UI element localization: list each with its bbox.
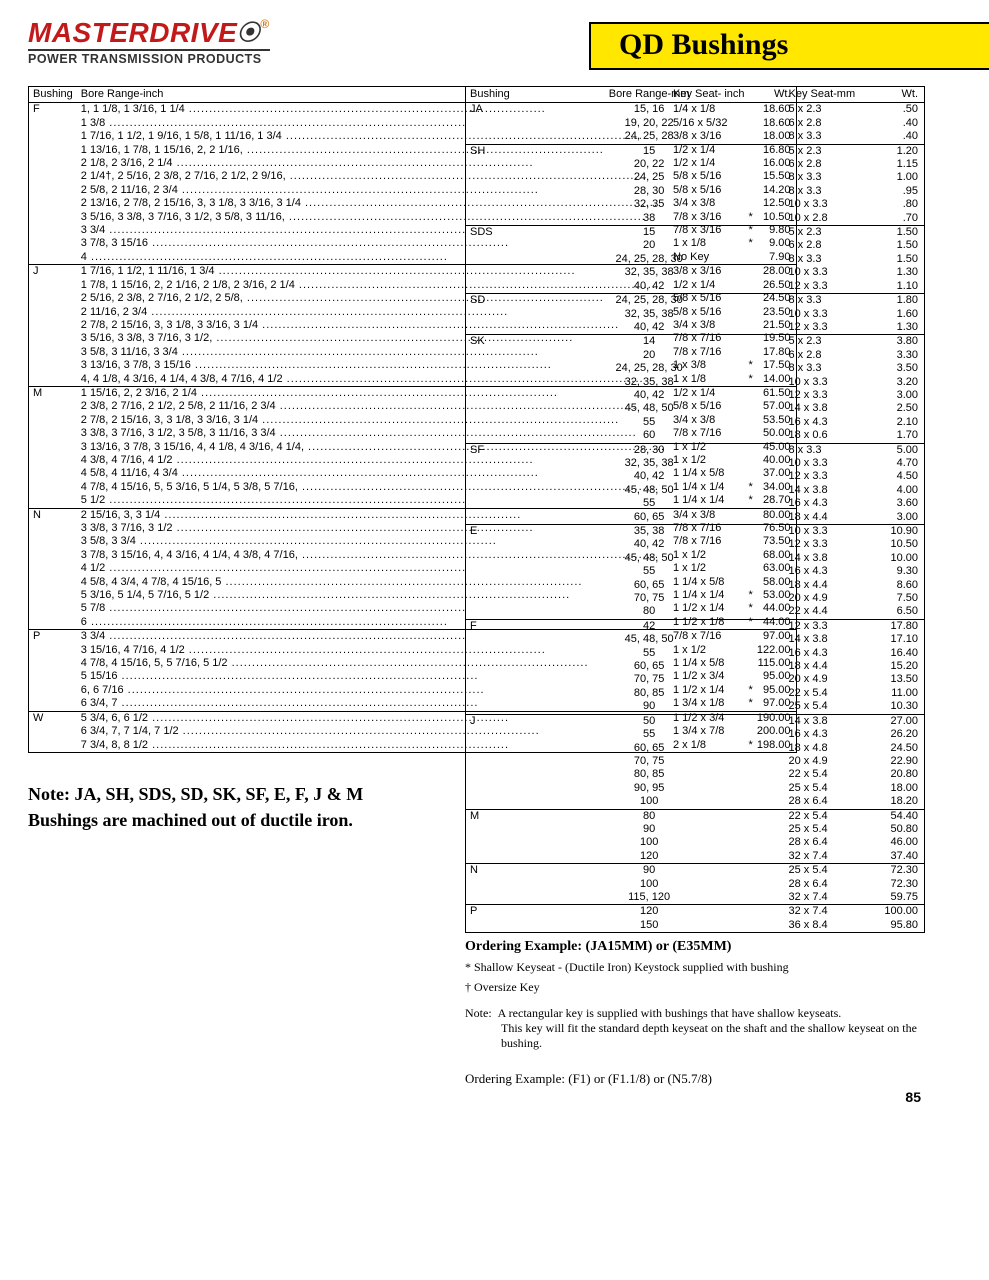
table-row: SF28, 308 x 3.35.00 [466, 443, 925, 457]
rectangular-key-note: Note: A rectangular key is supplied with… [465, 1006, 925, 1051]
ordering-example-inch: Ordering Example: (F1) or (F1.1/8) or (N… [465, 1071, 925, 1087]
table-row: SK145 x 2.33.80 [466, 335, 925, 349]
table-row: 5516 x 4.326.20 [466, 728, 925, 741]
table-row: 15036 x 8.495.80 [466, 919, 925, 933]
table-row: F4212 x 3.317.80 [466, 619, 925, 633]
table-row: 45, 48, 5014 x 3.82.50 [466, 402, 925, 415]
table-row: M8022 x 5.454.40 [466, 809, 925, 823]
table-row: 60, 6518 x 4.415.20 [466, 660, 925, 673]
col-bushing: Bushing [466, 87, 514, 103]
table-row: 8022 x 4.46.50 [466, 605, 925, 619]
table-row: 5516 x 4.32.10 [466, 416, 925, 429]
table-row: 6018 x 0.61.70 [466, 429, 925, 443]
logo-word: MASTERDRIVE [28, 17, 237, 48]
table-row: 40, 4212 x 3.34.50 [466, 470, 925, 483]
table-row: 5516 x 4.316.40 [466, 647, 925, 660]
table-row: 60, 6518 x 4.43.00 [466, 511, 925, 525]
table-row: 32, 35, 3810 x 3.31.60 [466, 308, 925, 321]
col-weight: Wt. [877, 87, 925, 103]
footnote-shallow-keyseat: * Shallow Keyseat - (Ductile Iron) Keyst… [465, 959, 925, 975]
table-row: 5516 x 4.33.60 [466, 497, 925, 510]
page-number: 85 [465, 1089, 925, 1105]
page-title-tab: QD Bushings [589, 22, 989, 70]
table-row: 20, 226 x 2.81.15 [466, 158, 925, 171]
table-row: 70, 7520 x 4.97.50 [466, 592, 925, 605]
table-row: 28, 308 x 3.3.95 [466, 185, 925, 198]
table-row: 32, 35, 3810 x 3.31.30 [466, 266, 925, 279]
table-row: J5014 x 3.827.00 [466, 714, 925, 728]
table-row: 24, 25, 288 x 3.3.40 [466, 130, 925, 144]
ordering-example-mm: Ordering Example: (JA15MM) or (E35MM) [465, 939, 925, 955]
table-row: 206 x 2.81.50 [466, 239, 925, 252]
table-row: 19, 20, 226 x 2.8.40 [466, 117, 925, 130]
table-row: P12032 x 7.4100.00 [466, 905, 925, 919]
table-row: SD24, 25, 28, 308 x 3.31.80 [466, 294, 925, 308]
brand-logo: MASTERDRIVE⦿® POWER TRANSMISSION PRODUCT… [28, 18, 270, 66]
logo-tagline: POWER TRANSMISSION PRODUCTS [28, 49, 270, 66]
footnote-oversize-key: † Oversize Key [465, 979, 925, 995]
table-row: 206 x 2.83.30 [466, 349, 925, 362]
table-row: N9025 x 5.472.30 [466, 864, 925, 878]
table-row: SH155 x 2.31.20 [466, 144, 925, 158]
table-row: 10028 x 6.472.30 [466, 878, 925, 891]
table-row: 115, 12032 x 7.459.75 [466, 891, 925, 905]
table-row: 40, 4212 x 3.310.50 [466, 538, 925, 551]
table-row: 32, 35, 3810 x 3.33.20 [466, 376, 925, 389]
table-row: 80, 8522 x 5.411.00 [466, 687, 925, 700]
table-row: 10028 x 6.418.20 [466, 795, 925, 809]
table-row: 90, 9525 x 5.418.00 [466, 782, 925, 795]
col-keyseat: Key Seat-mm [785, 87, 877, 103]
table-row: 40, 4212 x 3.31.10 [466, 280, 925, 294]
table-row: 3810 x 2.8.70 [466, 212, 925, 226]
table-row: 45, 48, 5014 x 3.817.10 [466, 633, 925, 646]
table-row: 45, 48, 5014 x 3.810.00 [466, 552, 925, 565]
col-bushing: Bushing [29, 87, 77, 103]
table-row: 40, 4212 x 3.31.30 [466, 321, 925, 335]
table-row: 80, 8522 x 5.420.80 [466, 768, 925, 781]
table-row: E35, 3810 x 3.310.90 [466, 525, 925, 539]
table-row: 9025 x 5.450.80 [466, 823, 925, 836]
col-bore: Bore Range-mm [514, 87, 785, 103]
table-row: 45, 48, 5014 x 3.84.00 [466, 484, 925, 497]
table-row: 24, 258 x 3.31.00 [466, 171, 925, 184]
table-row: 60, 6518 x 4.824.50 [466, 742, 925, 755]
ductile-iron-note: Note: JA, SH, SDS, SD, SK, SF, E, F, J &… [28, 781, 408, 833]
table-row: 32, 3510 x 3.3.80 [466, 198, 925, 211]
bushing-table-mm: Bushing Bore Range-mm Key Seat-mm Wt. JA… [465, 86, 925, 933]
table-row: 12032 x 7.437.40 [466, 850, 925, 864]
table-row: 9025 x 5.410.30 [466, 700, 925, 714]
table-row: 70, 7520 x 4.913.50 [466, 673, 925, 686]
table-row: 24, 25, 28, 308 x 3.31.50 [466, 253, 925, 266]
table-row: 24, 25, 28, 308 x 3.33.50 [466, 362, 925, 375]
table-row: 40, 4212 x 3.33.00 [466, 389, 925, 402]
table-row: SDS155 x 2.31.50 [466, 226, 925, 240]
table-row: 32, 35, 3810 x 3.34.70 [466, 457, 925, 470]
table-row: 70, 7520 x 4.922.90 [466, 755, 925, 768]
table-row: 60, 6518 x 4.48.60 [466, 579, 925, 592]
table-row: 5516 x 4.39.30 [466, 565, 925, 578]
table-row: 10028 x 6.446.00 [466, 836, 925, 849]
table-row: JA15, 165 x 2.3.50 [466, 103, 925, 117]
